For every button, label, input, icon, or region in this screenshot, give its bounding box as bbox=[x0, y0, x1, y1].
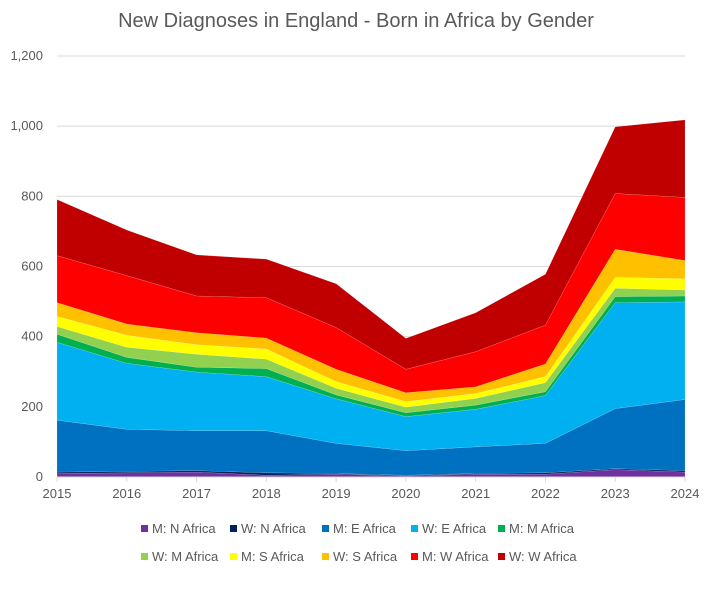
x-tick-label: 2022 bbox=[531, 486, 560, 501]
y-tick-label: 1,000 bbox=[10, 118, 43, 133]
area-w-w-africa bbox=[56, 119, 686, 370]
axes: 0 200 400 600 800 1,000 1,200 2015 2016 2017 2018 2… bbox=[10, 48, 699, 501]
area-m-e-africa bbox=[56, 399, 686, 476]
y-tick-label: 0 bbox=[36, 469, 43, 484]
area-w-m-africa bbox=[56, 287, 686, 414]
y-tick-label: 600 bbox=[21, 259, 43, 274]
x-tick-label: 2018 bbox=[252, 486, 281, 501]
y-tick-label: 400 bbox=[21, 329, 43, 344]
area-w-s-africa bbox=[56, 249, 686, 402]
area-m-w-africa bbox=[56, 193, 686, 394]
area-w-n-africa bbox=[56, 468, 686, 477]
y-tick-label: 1,200 bbox=[10, 48, 43, 63]
x-tick-label: 2015 bbox=[43, 486, 72, 501]
area-m-s-africa bbox=[56, 277, 686, 408]
y-tick-label: 800 bbox=[21, 188, 43, 203]
x-tick-label: 2023 bbox=[601, 486, 630, 501]
x-tick-label: 2021 bbox=[461, 486, 490, 501]
x-tick-label: 2019 bbox=[322, 486, 351, 501]
x-tick-label: 2020 bbox=[391, 486, 420, 501]
x-tick-label: 2017 bbox=[182, 486, 211, 501]
y-tick-label: 200 bbox=[21, 399, 43, 414]
x-tick-label: 2016 bbox=[112, 486, 141, 501]
chart-title: New Diagnoses in England - Born in Afric… bbox=[118, 10, 594, 32]
area-w-e-africa bbox=[56, 301, 686, 451]
area-series bbox=[56, 119, 686, 478]
x-tick-label: 2024 bbox=[671, 486, 700, 501]
